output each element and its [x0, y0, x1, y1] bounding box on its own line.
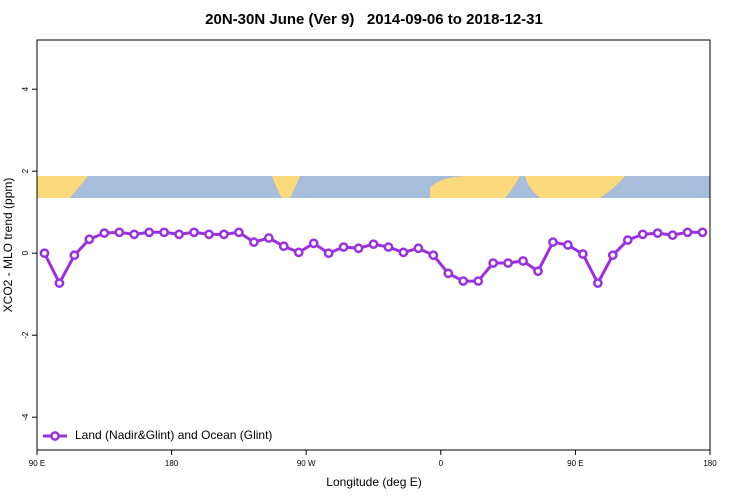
- point: [338, 242, 349, 252]
- point: [398, 247, 409, 258]
- point: [308, 238, 319, 249]
- point: [652, 228, 663, 238]
- point: [204, 229, 214, 240]
- y-tick-label: -2: [21, 331, 30, 339]
- x-axis-label: Longitude (deg E): [326, 475, 421, 489]
- point: [69, 250, 80, 261]
- point: [174, 229, 184, 240]
- point: [518, 256, 528, 266]
- point: [39, 248, 50, 259]
- point: [622, 235, 633, 245]
- point: [234, 227, 244, 238]
- y-tick-label: 4: [21, 86, 30, 91]
- point: [84, 234, 95, 245]
- point: [263, 233, 274, 243]
- point: [144, 227, 155, 238]
- point: [637, 229, 648, 240]
- legend-label: Land (Nadir&Glint) and Ocean (Glint): [75, 428, 272, 442]
- point: [219, 229, 229, 240]
- point: [54, 278, 65, 288]
- y-axis-label: XCO2 - MLO trend (ppm): [1, 178, 15, 313]
- point: [488, 258, 498, 268]
- legend-marker: [50, 431, 60, 441]
- point: [473, 276, 484, 286]
- point: [129, 229, 140, 240]
- point: [428, 250, 439, 261]
- x-tick-label: 90 E: [29, 459, 45, 468]
- point: [114, 227, 125, 238]
- point: [413, 243, 424, 254]
- point: [278, 241, 289, 252]
- point: [667, 230, 678, 241]
- x-tick-label: 180: [165, 459, 179, 468]
- y-tick-label: -4: [21, 413, 30, 421]
- point: [563, 240, 573, 250]
- point: [682, 227, 693, 238]
- x-tick-label: 90 E: [567, 459, 583, 468]
- point: [293, 247, 304, 258]
- point: [443, 268, 454, 279]
- y-tick-label: 0: [21, 250, 30, 255]
- point: [99, 228, 110, 238]
- point: [503, 258, 513, 268]
- point: [353, 243, 364, 254]
- point: [189, 227, 199, 238]
- chart-title: 20N-30N June (Ver 9) 2014-09-06 to 2018-…: [205, 11, 543, 28]
- x-tick-label: 90 W: [297, 459, 316, 468]
- point: [368, 239, 379, 250]
- point: [578, 249, 588, 259]
- point: [533, 266, 543, 277]
- point: [548, 237, 558, 247]
- point: [383, 242, 394, 252]
- point: [592, 278, 603, 288]
- point: [249, 237, 259, 247]
- plot-frame: [36, 39, 711, 451]
- map-strip: [37, 176, 710, 198]
- point: [458, 276, 469, 286]
- x-tick-label: 0: [439, 459, 444, 468]
- point: [159, 227, 169, 238]
- point: [607, 250, 618, 261]
- point: [323, 248, 334, 259]
- y-tick-label: 2: [21, 168, 30, 173]
- point: [697, 227, 708, 238]
- x-tick-label: 180: [703, 459, 717, 468]
